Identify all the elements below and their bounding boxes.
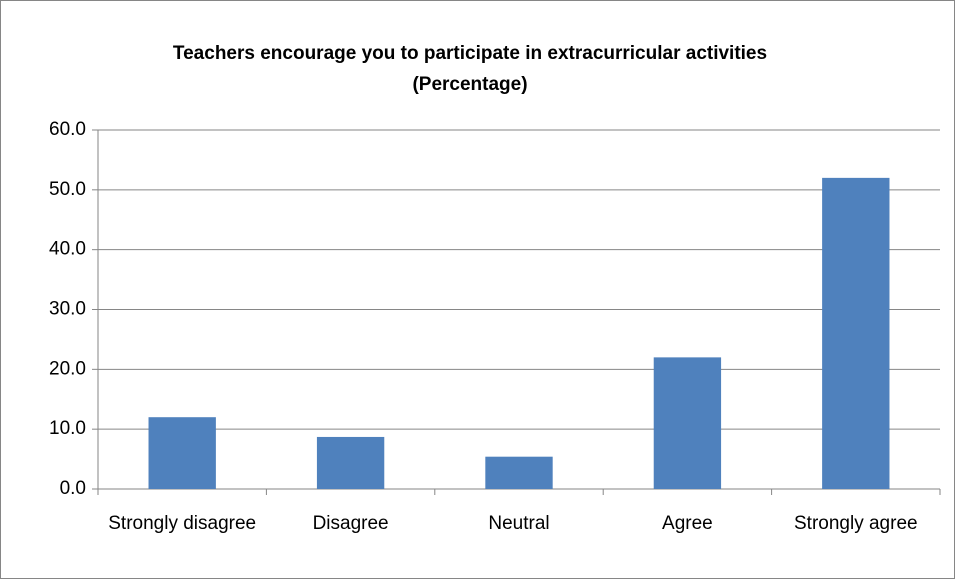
- bar: [653, 357, 722, 489]
- x-tick-label: Disagree: [312, 513, 389, 534]
- y-tick-label: 60.0: [49, 119, 86, 140]
- y-tick-label: 10.0: [49, 418, 86, 439]
- x-tick-label: Agree: [662, 513, 713, 534]
- bar: [148, 417, 216, 489]
- bar: [485, 456, 553, 489]
- y-tick-label: 0.0: [60, 478, 86, 499]
- chart-title: Teachers encourage you to participate in…: [173, 43, 767, 64]
- y-tick-label: 30.0: [49, 299, 86, 320]
- y-tick-label: 40.0: [49, 239, 86, 260]
- x-tick-label: Neutral: [488, 513, 550, 534]
- bar: [822, 177, 890, 489]
- y-tick-label: 20.0: [49, 358, 86, 379]
- y-tick-label: 50.0: [49, 179, 86, 200]
- bar: [316, 436, 385, 489]
- x-tick-label: Strongly disagree: [108, 513, 257, 534]
- chart-subtitle: (Percentage): [412, 74, 527, 95]
- x-tick-label: Strongly agree: [794, 513, 918, 534]
